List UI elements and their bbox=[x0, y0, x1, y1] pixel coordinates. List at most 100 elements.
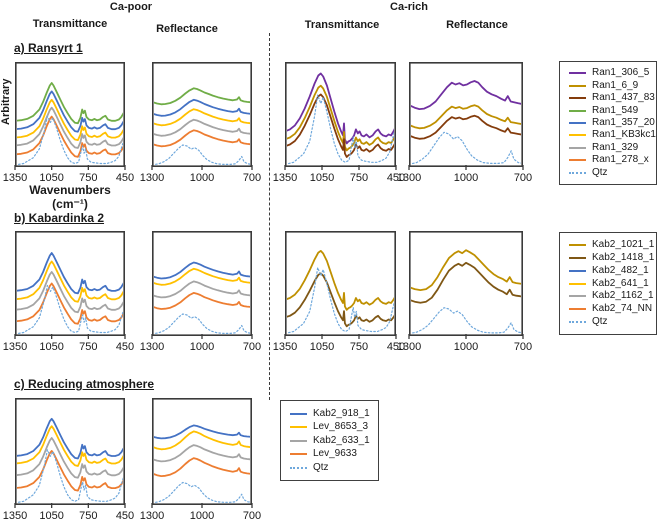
x-tick-label-1000: 1000 bbox=[189, 172, 215, 184]
legend-line-swatch bbox=[569, 171, 586, 174]
legend-line-swatch bbox=[569, 146, 586, 149]
legend-line-swatch bbox=[569, 121, 586, 124]
series-Qtz bbox=[17, 284, 123, 334]
legend-item: Lev_9633 bbox=[290, 449, 374, 459]
legend-line-swatch bbox=[290, 412, 307, 415]
x-tick-label-700: 700 bbox=[513, 172, 533, 184]
legend-item: Kab2_918_1 bbox=[290, 408, 374, 419]
legend-line-swatch bbox=[290, 466, 307, 469]
series-Lev_9633 bbox=[17, 450, 123, 492]
x-tick-label-750: 750 bbox=[349, 172, 369, 184]
x-tick-label-1300: 1300 bbox=[396, 172, 422, 184]
panel-a-capoor-refl: 1300 1000 700 bbox=[140, 62, 261, 187]
legend-label: Kab2_1162_1 bbox=[592, 290, 654, 302]
x-tick-label-1050: 1050 bbox=[39, 172, 64, 184]
legend-item: Lev_8653_3 bbox=[290, 422, 374, 432]
legend-label: Ran1_KB3kc1 bbox=[592, 129, 656, 141]
x-tick-label-1300: 1300 bbox=[139, 172, 165, 184]
series-Kab2_1418_1 bbox=[411, 261, 521, 304]
legend-label: Ran1_329 bbox=[592, 141, 639, 153]
x-tick-label-750: 750 bbox=[349, 341, 369, 353]
x-tick-label-1050: 1050 bbox=[39, 510, 64, 522]
x-tick-label-750: 750 bbox=[79, 172, 98, 184]
legend-item: Ran1_278_x bbox=[569, 155, 652, 165]
x-tick-label-1000: 1000 bbox=[453, 172, 479, 184]
legend-label: Ran1_278_x bbox=[592, 154, 649, 166]
series-Kab2_1021_1 bbox=[411, 249, 521, 291]
x-tick-label-450: 450 bbox=[386, 341, 406, 353]
panel-a-carich-trans: 1350 1050 750 450 bbox=[273, 62, 405, 187]
panel-b-capoor-trans: 1350 1050 750 450 bbox=[3, 231, 134, 356]
x-tick-label-1300: 1300 bbox=[139, 510, 165, 522]
column-header-carich-transmittance: Transmittance bbox=[304, 19, 380, 31]
y-axis-label: Arbitrary bbox=[0, 78, 12, 126]
series-Ran1_KB3kc1 bbox=[17, 98, 123, 141]
legend-line-swatch bbox=[569, 256, 586, 259]
series-Ran1_549 bbox=[17, 82, 123, 125]
legend-label: Qtz bbox=[313, 461, 329, 473]
legend-label: Ran1_437_83 bbox=[592, 92, 655, 104]
plot-border bbox=[285, 62, 397, 168]
legend-item: Ran1_329 bbox=[569, 141, 652, 153]
panel-a-carich-refl: 1300 1000 700 bbox=[397, 62, 532, 187]
group-title-ca-rich: Ca-rich bbox=[390, 1, 428, 13]
series-Ran1_357_20 bbox=[154, 98, 250, 117]
legend-item: Ran1_549 bbox=[569, 104, 652, 116]
legend-label: Ran1_357_20 bbox=[592, 116, 655, 128]
legend-line-swatch bbox=[569, 295, 586, 298]
series-Kab2_641_1 bbox=[17, 260, 123, 303]
panel-b-capoor-refl: 1300 1000 700 bbox=[140, 231, 261, 356]
section-label-a: a) Ransyrt 1 bbox=[14, 41, 83, 55]
series-Ran1_357_20 bbox=[17, 90, 123, 133]
legend-label: Kab2_633_1 bbox=[313, 434, 370, 446]
legend-item: Kab2_1021_1 bbox=[569, 239, 654, 250]
plot-border bbox=[409, 231, 524, 337]
legend-item: Kab2_1418_1 bbox=[569, 252, 654, 263]
x-tick-label-1000: 1000 bbox=[189, 341, 215, 353]
legend-line-swatch bbox=[569, 159, 586, 162]
legend-label: Ran1_306_5 bbox=[592, 67, 650, 79]
legend-label: Ran1_549 bbox=[592, 104, 639, 116]
legend-line-swatch bbox=[569, 282, 586, 285]
legend-label: Lev_9633 bbox=[313, 448, 357, 459]
x-tick-label-1350: 1350 bbox=[2, 341, 28, 353]
x-tick-label-450: 450 bbox=[115, 341, 135, 353]
series-Kab2_641_1 bbox=[154, 267, 250, 286]
legend-line-swatch bbox=[569, 109, 586, 112]
legend-line-swatch bbox=[290, 453, 307, 455]
series-Ran1_306_5 bbox=[287, 72, 394, 145]
panel-c-refl: 1300 1000 700 bbox=[140, 398, 261, 523]
series-Qtz bbox=[17, 449, 123, 503]
series-Ran1_KB3kc1 bbox=[154, 108, 250, 127]
x-tick-label-1050: 1050 bbox=[39, 341, 64, 353]
series-Kab2_1162_1 bbox=[154, 280, 250, 299]
series-Ran1_329 bbox=[154, 118, 250, 137]
series-Kab2_74_NN bbox=[17, 282, 123, 325]
series-Qtz bbox=[17, 115, 123, 165]
column-header-carich-reflectance: Reflectance bbox=[446, 19, 508, 31]
series-Lev_8653_3 bbox=[17, 425, 123, 467]
legend-item: Kab2_633_1 bbox=[290, 434, 374, 446]
plot-border bbox=[409, 62, 524, 168]
legend-label: Ran1_6_9 bbox=[592, 79, 639, 91]
plot-border bbox=[15, 398, 126, 506]
plot-border bbox=[152, 231, 253, 337]
legend-line-swatch bbox=[569, 97, 586, 100]
group-divider-line bbox=[269, 33, 270, 400]
legend-ransyrt: Ran1_306_5 Ran1_6_9 Ran1_437_83 Ran1_549 Ran… bbox=[559, 61, 657, 185]
series-Ran1_329 bbox=[17, 106, 123, 149]
legend-label: Qtz bbox=[592, 166, 608, 178]
spectra-plot-a-carich-trans bbox=[284, 62, 397, 170]
series-Qtz bbox=[154, 481, 250, 503]
panel-c-trans: 1350 1050 750 450 bbox=[3, 398, 134, 523]
legend-label: Qtz bbox=[592, 316, 608, 328]
series-Kab2_633_1 bbox=[154, 444, 250, 463]
legend-line-swatch bbox=[569, 243, 586, 246]
series-Ran1_278_x bbox=[17, 115, 123, 158]
legend-label: Kab2_482_1 bbox=[592, 264, 649, 276]
legend-line-swatch bbox=[569, 308, 586, 311]
series-Kab2_482_1 bbox=[154, 261, 250, 280]
series-Kab2_1162_1 bbox=[17, 271, 123, 314]
legend-kabardinka: Kab2_1021_1 Kab2_1418_1 Kab2_482_1 Kab2_641… bbox=[559, 232, 657, 335]
